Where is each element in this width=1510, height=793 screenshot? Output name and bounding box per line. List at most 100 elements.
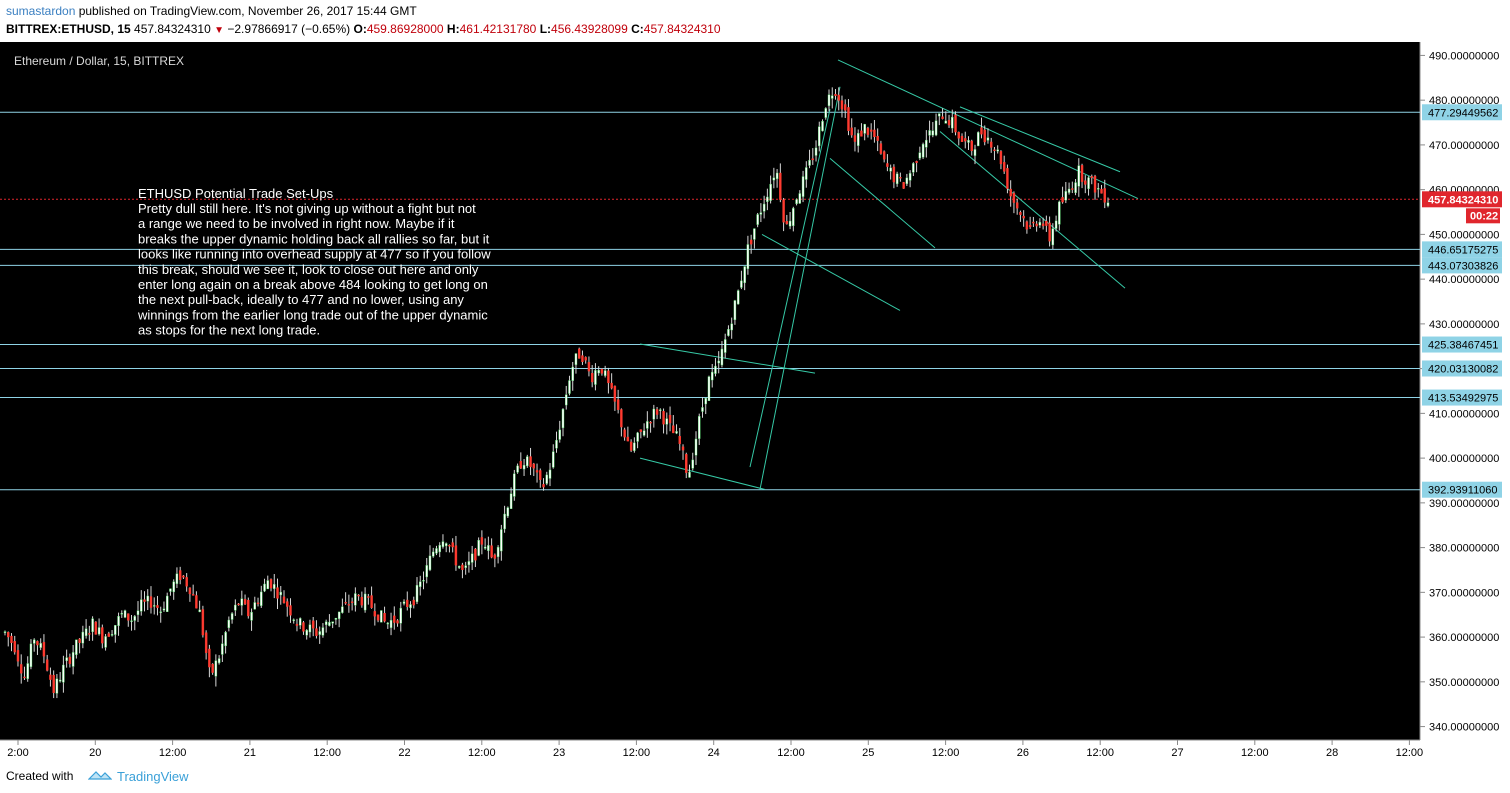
- candle-body: [191, 594, 195, 596]
- time-tick-label: 12:00: [932, 747, 960, 759]
- candle-body: [149, 596, 153, 608]
- candle-body: [23, 676, 26, 679]
- candle-body: [736, 290, 740, 305]
- candle-body: [960, 135, 964, 142]
- level-label-text: 392.93911060: [1428, 485, 1498, 497]
- candle-body: [1022, 215, 1025, 219]
- last-price-label-text: 457.84324310: [1428, 194, 1498, 206]
- price-tick-label: 430.00000000: [1429, 319, 1499, 331]
- candle-body: [863, 124, 866, 134]
- level-label-text: 446.65175275: [1428, 244, 1498, 256]
- note-line: Pretty dull still here. It's not giving …: [138, 201, 476, 216]
- candle-body: [1051, 228, 1055, 246]
- candle-body: [1100, 188, 1103, 194]
- level-label-box: [1422, 241, 1502, 258]
- price-chart[interactable]: 490.00000000480.00000000470.00000000460.…: [0, 42, 1510, 765]
- candle-body: [704, 398, 707, 405]
- candle-body: [1077, 165, 1081, 187]
- level-label-box: [1422, 481, 1502, 498]
- candle-body: [1064, 191, 1068, 201]
- candle-body: [487, 545, 490, 551]
- tradingview-logo-icon: [88, 771, 112, 780]
- candle-body: [457, 566, 461, 568]
- candle-body: [250, 612, 253, 621]
- candle-body: [798, 193, 802, 204]
- candle-body: [879, 143, 883, 154]
- candle-body: [71, 652, 75, 667]
- candle-body: [49, 674, 52, 680]
- price-tick-label: 450.00000000: [1429, 229, 1499, 241]
- candle-body: [393, 615, 396, 623]
- candle-body: [681, 446, 685, 451]
- candle-body: [902, 182, 905, 189]
- candle-body: [227, 619, 231, 628]
- candle-body: [860, 130, 863, 137]
- time-tick-label: 12:00: [1086, 747, 1114, 759]
- candle-body: [908, 173, 912, 181]
- candle-body: [493, 554, 497, 559]
- candle-body: [376, 614, 380, 621]
- candle-body: [68, 656, 72, 664]
- candle-body: [104, 636, 107, 648]
- candle-body: [438, 544, 441, 553]
- candle-body: [178, 570, 182, 580]
- candle-body: [746, 244, 750, 269]
- candle-body: [545, 474, 548, 484]
- candle-body: [555, 439, 558, 449]
- candle-body: [188, 587, 192, 595]
- candle-body: [694, 438, 698, 456]
- tradingview-brand[interactable]: TradingView: [117, 769, 189, 784]
- candle-body: [360, 596, 364, 606]
- footer: Created with TradingView: [0, 765, 1510, 793]
- candle-body: [1074, 182, 1077, 193]
- down-arrow-icon: ▼: [214, 25, 225, 36]
- candle-body: [717, 360, 720, 364]
- candle-body: [1006, 168, 1009, 189]
- candle-body: [831, 95, 834, 99]
- candle-body: [772, 177, 776, 181]
- time-tick-label: 20: [89, 747, 101, 759]
- candle-body: [386, 622, 390, 625]
- candle-body: [58, 679, 62, 682]
- candle-body: [607, 370, 610, 384]
- candle-body: [182, 575, 185, 578]
- candle-body: [600, 368, 604, 374]
- symbol-info: BITTREX:ETHUSD, 15 457.84324310 ▼ −2.978…: [6, 22, 721, 36]
- candle-body: [279, 591, 282, 596]
- candle-body: [905, 177, 909, 184]
- candle-body: [474, 548, 477, 561]
- candle-body: [967, 140, 970, 143]
- candle-body: [373, 611, 377, 617]
- candle-body: [964, 138, 967, 142]
- candle-body: [714, 365, 717, 374]
- candle-body: [915, 161, 918, 163]
- candle-body: [603, 370, 607, 376]
- candle-body: [759, 212, 763, 215]
- candle-body: [153, 605, 156, 607]
- candle-body: [237, 603, 240, 606]
- candle-body: [1106, 202, 1110, 207]
- chart-area[interactable]: 490.00000000 480.00000000 470.00000000 460.…: [0, 42, 1510, 765]
- candle-body: [467, 561, 471, 566]
- candle-body: [753, 228, 756, 240]
- note-line: the next pull-back, ideally to 477 and n…: [138, 292, 464, 307]
- candle-body: [847, 107, 850, 131]
- candle-body: [107, 633, 111, 637]
- candle-body: [526, 456, 529, 467]
- candle-body: [513, 473, 516, 497]
- candle-body: [899, 177, 902, 179]
- candle-body: [1054, 220, 1058, 229]
- time-tick-label: 12:00: [623, 747, 651, 759]
- candle-body: [749, 239, 753, 245]
- candle-body: [347, 604, 351, 606]
- candle-body: [529, 456, 532, 468]
- last-price-label-box: [1422, 191, 1502, 208]
- author-link[interactable]: sumastardon: [6, 4, 76, 18]
- candle-body: [198, 609, 201, 613]
- candle-body: [947, 119, 951, 126]
- candle-body: [120, 612, 123, 615]
- candle-body: [201, 609, 205, 636]
- high-label: H:: [446, 22, 460, 36]
- open-value: 459.86928000: [366, 22, 444, 36]
- low-label: L:: [539, 22, 552, 36]
